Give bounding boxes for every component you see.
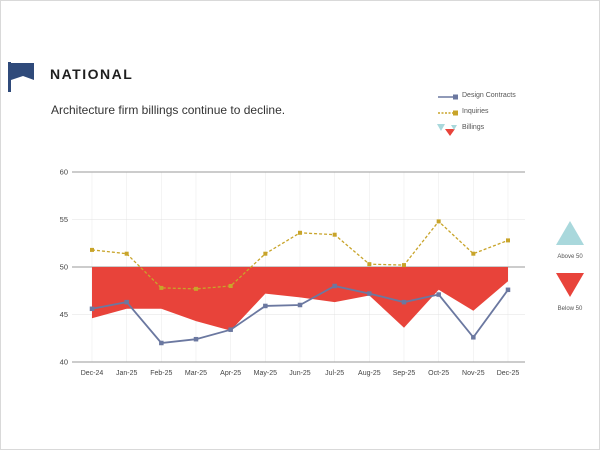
triangle-down-icon: [556, 273, 584, 297]
chart-subtitle: Architecture firm billings continue to d…: [51, 103, 286, 117]
section-title: NATIONAL: [50, 66, 134, 82]
billings-triangles-icon: [437, 124, 457, 136]
legend-label: Billings: [462, 124, 485, 131]
inquiries-point: [471, 251, 476, 256]
x-tick-label: Sep-25: [393, 370, 416, 377]
inquiries-point: [263, 251, 268, 256]
design-contracts-point: [193, 336, 199, 342]
x-tick-label: Nov-25: [462, 370, 485, 377]
y-tick-label: 55: [60, 215, 68, 224]
inquiries-point: [367, 262, 372, 267]
design-contracts-point: [263, 303, 268, 309]
y-tick-label: 50: [60, 263, 68, 272]
inquiries-point: [90, 247, 94, 252]
x-tick-label: Jan-25: [116, 370, 138, 377]
x-tick-label: May-25: [254, 370, 277, 377]
legend-item-design-contracts: Design Contracts: [436, 90, 516, 102]
inquiries-point: [194, 286, 198, 291]
design-contracts-point: [401, 299, 407, 305]
legend-label: Design Contracts: [462, 92, 516, 99]
side-legend-below-label: Below 50: [557, 306, 583, 312]
triangle-up-icon: [556, 221, 584, 245]
x-tick-label: Apr-25: [220, 370, 241, 377]
y-tick-label: 45: [60, 310, 68, 319]
inquiries-point: [402, 263, 406, 268]
legend-label: Inquiries: [462, 108, 489, 115]
legend-item-billings: Billings: [436, 122, 484, 138]
design-contracts-point: [471, 335, 476, 340]
design-contracts-point: [436, 292, 441, 297]
side-legend-above: Above 50: [552, 220, 588, 260]
design-contracts-point: [367, 291, 372, 296]
x-tick-label: Feb-25: [150, 370, 172, 377]
x-tick-label: Dec-25: [497, 370, 520, 377]
chart-legend: Design Contracts Inquiries Billings: [436, 88, 596, 142]
x-tick-label: Jul-25: [325, 370, 344, 377]
line-square-marker-icon: [438, 94, 458, 100]
inquiries-point: [228, 284, 233, 288]
design-contracts-point: [332, 283, 337, 289]
x-tick-label: Mar-25: [185, 370, 207, 377]
design-contracts-point: [124, 299, 129, 305]
side-legend-above-label: Above 50: [557, 254, 583, 260]
flag-icon: [8, 62, 34, 92]
x-tick-label: Dec-24: [81, 370, 104, 377]
inquiries-point: [436, 219, 441, 224]
design-contracts-point: [228, 327, 233, 332]
design-contracts-point: [159, 340, 164, 346]
design-contracts-point: [505, 287, 511, 293]
y-tick-label: 60: [60, 168, 68, 177]
billings-area: [92, 267, 508, 331]
x-tick-label: Jun-25: [289, 370, 311, 377]
inquiries-point: [124, 251, 129, 256]
inquiries-point: [506, 238, 510, 243]
inquiries-point: [332, 232, 337, 237]
legend-item-inquiries: Inquiries: [436, 106, 488, 118]
x-tick-label: Aug-25: [358, 370, 381, 377]
inquiries-point: [159, 285, 164, 290]
y-tick-label: 40: [60, 358, 68, 367]
design-contracts-point: [297, 302, 303, 308]
design-contracts-point: [89, 306, 95, 312]
inquiries-point: [298, 230, 302, 235]
side-legend-below: Below 50: [552, 272, 588, 312]
x-tick-label: Oct-25: [428, 370, 449, 377]
dashed-line-square-marker-icon: [438, 110, 458, 116]
